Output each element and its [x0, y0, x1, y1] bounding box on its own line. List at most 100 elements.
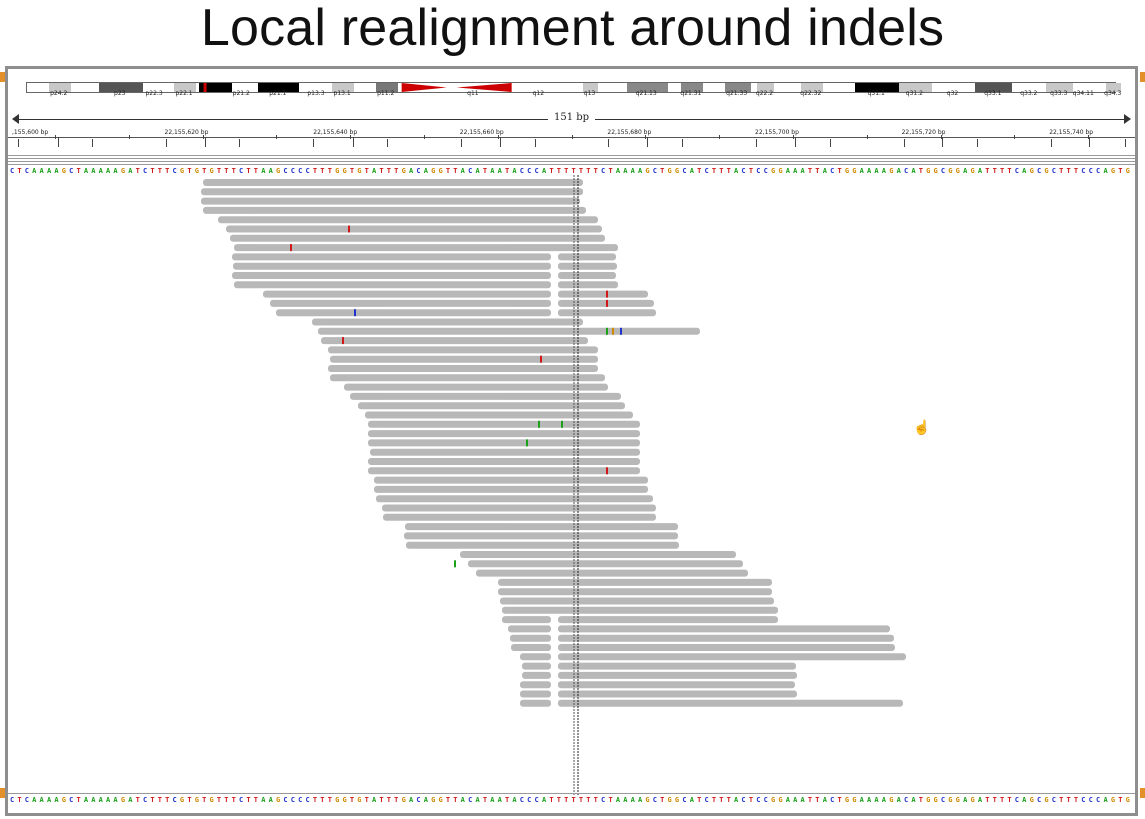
- aligned-read[interactable]: [350, 392, 621, 400]
- aligned-read[interactable]: [558, 262, 617, 270]
- aligned-read[interactable]: [558, 699, 903, 707]
- reference-base: C: [527, 167, 532, 175]
- aligned-read[interactable]: [558, 290, 648, 298]
- aligned-read[interactable]: [405, 523, 678, 531]
- aligned-read[interactable]: [328, 365, 598, 372]
- aligned-read[interactable]: [522, 671, 551, 679]
- aligned-read[interactable]: [201, 197, 580, 205]
- aligned-read[interactable]: [558, 681, 795, 689]
- aligned-read[interactable]: [232, 253, 551, 261]
- chromosome-bar[interactable]: [26, 82, 1122, 93]
- band-label: q11: [467, 90, 479, 97]
- aligned-read[interactable]: [498, 578, 772, 586]
- aligned-read[interactable]: [368, 430, 640, 438]
- aligned-read[interactable]: [318, 327, 700, 335]
- reference-base: G: [844, 167, 850, 175]
- aligned-read[interactable]: [558, 653, 906, 661]
- reference-base: C: [940, 167, 946, 175]
- track-separator: [8, 161, 1135, 162]
- aligned-read[interactable]: [226, 225, 602, 233]
- aligned-read[interactable]: [522, 662, 551, 670]
- reference-base: A: [372, 167, 377, 175]
- aligned-read[interactable]: [510, 634, 551, 642]
- aligned-read[interactable]: [498, 588, 772, 596]
- mismatch-base: [454, 560, 456, 568]
- aligned-read[interactable]: [520, 653, 551, 661]
- ruler-position-label: 22,155,680 bp: [607, 129, 652, 136]
- aligned-read[interactable]: [558, 634, 894, 642]
- aligned-read[interactable]: [368, 439, 640, 447]
- aligned-read[interactable]: [558, 644, 895, 651]
- ideogram-band: [1106, 83, 1122, 92]
- aligned-read[interactable]: [508, 625, 551, 633]
- aligned-read[interactable]: [382, 504, 656, 512]
- aligned-read[interactable]: [344, 383, 608, 391]
- aligned-read[interactable]: [233, 262, 551, 270]
- aligned-read[interactable]: [368, 420, 640, 428]
- aligned-read[interactable]: [234, 244, 618, 252]
- reference-base: C: [527, 796, 532, 804]
- aligned-read[interactable]: [558, 690, 797, 698]
- aligned-read[interactable]: [476, 569, 748, 577]
- aligned-read[interactable]: [203, 206, 586, 214]
- aligned-read[interactable]: [374, 476, 648, 484]
- aligned-read[interactable]: [321, 337, 588, 345]
- aligned-read[interactable]: [358, 402, 625, 410]
- aligned-read[interactable]: [230, 234, 605, 242]
- aligned-read[interactable]: [368, 458, 640, 465]
- reference-base: A: [32, 796, 37, 804]
- aligned-read[interactable]: [502, 616, 551, 624]
- aligned-read[interactable]: [218, 216, 598, 224]
- reference-base: C: [1096, 167, 1101, 175]
- aligned-read[interactable]: [312, 318, 583, 326]
- reference-base: T: [608, 796, 613, 804]
- aligned-read[interactable]: [511, 644, 551, 651]
- aligned-read[interactable]: [406, 541, 679, 549]
- aligned-read[interactable]: [502, 606, 778, 614]
- aligned-read[interactable]: [232, 272, 551, 279]
- aligned-read[interactable]: [468, 560, 743, 568]
- aligned-read[interactable]: [383, 513, 656, 521]
- reference-base: T: [187, 796, 192, 804]
- reference-base: T: [1118, 796, 1123, 804]
- ruler-major-tick: [795, 137, 797, 147]
- reference-base: A: [541, 167, 547, 175]
- aligned-read[interactable]: [520, 690, 551, 698]
- aligned-read[interactable]: [520, 681, 551, 689]
- aligned-read[interactable]: [558, 272, 616, 279]
- aligned-read[interactable]: [201, 188, 583, 196]
- aligned-read[interactable]: [330, 374, 605, 382]
- aligned-read[interactable]: [558, 253, 616, 261]
- aligned-read[interactable]: [234, 281, 551, 289]
- aligned-read[interactable]: [558, 281, 618, 289]
- aligned-read[interactable]: [558, 662, 796, 670]
- aligned-read[interactable]: [520, 699, 551, 707]
- alignment-reads-track[interactable]: [8, 175, 1135, 803]
- aligned-read[interactable]: [270, 299, 551, 307]
- aligned-read[interactable]: [558, 671, 797, 679]
- aligned-read[interactable]: [500, 597, 774, 605]
- aligned-read[interactable]: [263, 290, 551, 298]
- ruler-minor-tick: [719, 135, 721, 139]
- aligned-read[interactable]: [558, 309, 656, 317]
- reference-base: A: [615, 167, 621, 175]
- reference-base: C: [601, 796, 606, 804]
- aligned-read[interactable]: [365, 411, 633, 419]
- chromosome-ideogram[interactable]: p24.2 p23 p22.3 p22.1 p21.2 p21.1 p13.3 p13.1 p1…: [8, 69, 1135, 97]
- aligned-read[interactable]: [558, 625, 890, 633]
- reads-canvas[interactable]: [8, 175, 1135, 803]
- aligned-read[interactable]: [328, 346, 598, 354]
- aligned-read[interactable]: [370, 448, 640, 456]
- reference-base: T: [312, 167, 318, 175]
- aligned-read[interactable]: [460, 551, 736, 558]
- aligned-read[interactable]: [404, 532, 678, 540]
- aligned-read[interactable]: [276, 309, 551, 317]
- ruler-minor-tick: [423, 135, 425, 139]
- aligned-read[interactable]: [203, 179, 583, 186]
- aligned-read[interactable]: [368, 467, 640, 475]
- aligned-read[interactable]: [376, 495, 653, 503]
- aligned-read[interactable]: [558, 616, 778, 624]
- position-ruler[interactable]: 151 bp ,155,600 bp 22,155,620 bp 22,155,64…: [8, 105, 1135, 155]
- aligned-read[interactable]: [330, 355, 598, 363]
- aligned-read[interactable]: [374, 485, 648, 493]
